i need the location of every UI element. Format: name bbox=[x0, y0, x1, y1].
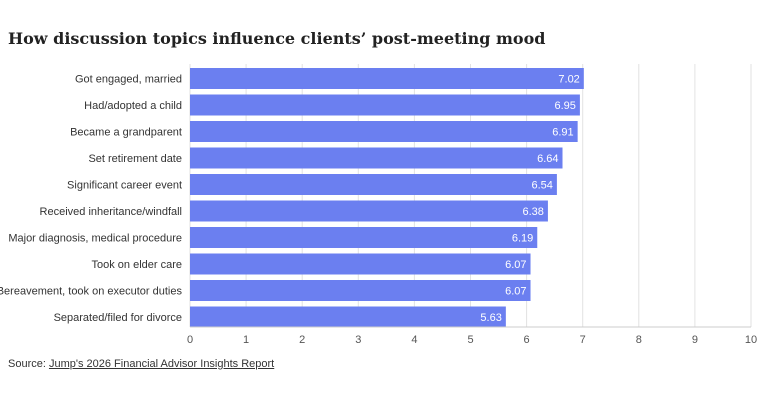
value-label: 6.07 bbox=[505, 259, 526, 271]
bar bbox=[190, 94, 580, 116]
value-label: 6.91 bbox=[552, 127, 573, 139]
category-label: Bereavement, took on executor duties bbox=[0, 286, 182, 298]
category-label: Took on elder care bbox=[92, 259, 183, 271]
bar bbox=[190, 306, 506, 328]
bar bbox=[190, 68, 584, 89]
x-tick-label: 1 bbox=[243, 334, 249, 346]
value-label: 5.63 bbox=[480, 312, 501, 324]
value-label: 6.54 bbox=[531, 180, 552, 192]
x-tick-label: 0 bbox=[187, 334, 193, 346]
bar bbox=[190, 121, 578, 142]
x-tick-label: 9 bbox=[692, 334, 698, 346]
bar bbox=[190, 147, 563, 169]
category-label: Had/adopted a child bbox=[84, 100, 182, 112]
source-link[interactable]: Jump's 2026 Financial Advisor Insights R… bbox=[48, 358, 275, 370]
x-tick-label: 8 bbox=[636, 334, 642, 346]
bar bbox=[190, 253, 531, 275]
x-tick-label: 7 bbox=[580, 334, 586, 346]
bar bbox=[190, 280, 531, 301]
category-label: Separated/filed for divorce bbox=[54, 312, 182, 324]
x-tick-label: 10 bbox=[745, 334, 757, 346]
category-label: Major diagnosis, medical procedure bbox=[8, 233, 182, 245]
x-tick-label: 2 bbox=[299, 334, 305, 346]
value-label: 6.07 bbox=[505, 286, 526, 298]
category-label: Became a grandparent bbox=[70, 127, 182, 139]
value-label: 6.19 bbox=[512, 233, 533, 245]
x-tick-label: 5 bbox=[467, 334, 473, 346]
bar bbox=[190, 200, 548, 222]
category-label: Set retirement date bbox=[88, 153, 182, 165]
x-tick-label: 3 bbox=[355, 334, 361, 346]
x-tick-label: 4 bbox=[411, 334, 417, 346]
source-prefix: Source: bbox=[8, 358, 49, 370]
value-label: 7.02 bbox=[558, 74, 579, 86]
category-label: Got engaged, married bbox=[75, 74, 182, 86]
bar bbox=[190, 174, 557, 195]
value-label: 6.64 bbox=[537, 153, 558, 165]
bar bbox=[190, 227, 538, 248]
value-label: 6.95 bbox=[554, 100, 575, 112]
x-tick-label: 6 bbox=[524, 334, 530, 346]
value-label: 6.38 bbox=[522, 206, 543, 218]
category-label: Received inheritance/windfall bbox=[40, 206, 182, 218]
category-label: Significant career event bbox=[67, 180, 182, 192]
source-note: Source: Jump's 2026 Financial Advisor In… bbox=[8, 358, 274, 370]
chart-title: How discussion topics influence clients’… bbox=[8, 29, 546, 48]
